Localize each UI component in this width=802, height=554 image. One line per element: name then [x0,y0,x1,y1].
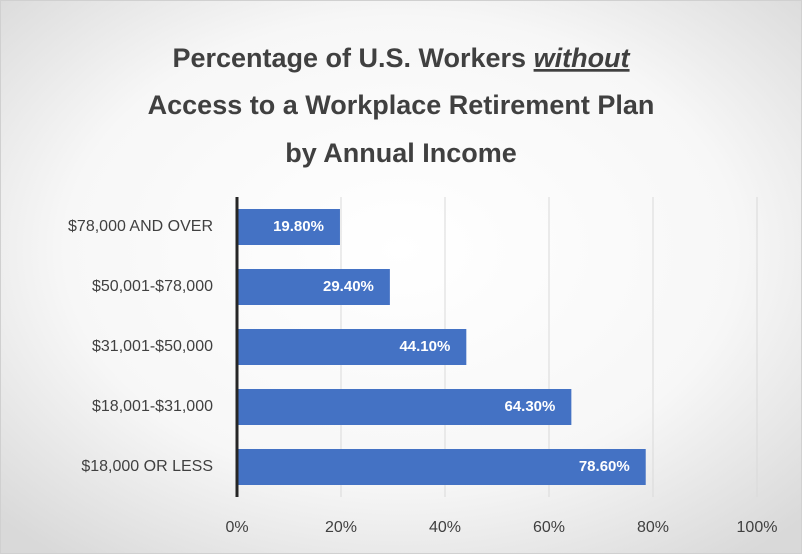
bar [237,209,340,245]
y-tick-label: $18,000 OR LESS [81,458,213,475]
x-tick-label: 80% [637,519,669,536]
y-tick-label: $78,000 AND OVER [68,218,213,235]
bar [237,269,390,305]
x-tick-label: 100% [737,519,778,536]
x-tick-label: 40% [429,519,461,536]
data-label: 78.60% [579,458,630,475]
chart-title: Percentage of U.S. Workers without [172,43,630,73]
chart-title: by Annual Income [285,138,517,168]
title-part: Percentage of U.S. Workers [172,43,526,73]
bar [237,389,572,425]
chart-title: Access to a Workplace Retirement Plan [148,90,655,120]
title-emphasis: without [534,43,631,73]
bar [237,329,467,365]
x-tick-label: 60% [533,519,565,536]
data-label: 64.30% [504,398,555,415]
y-tick-label: $31,001-$50,000 [92,338,213,355]
x-tick-label: 20% [325,519,357,536]
data-label: 19.80% [273,218,324,235]
y-tick-label: $50,001-$78,000 [92,278,213,295]
data-label: 29.40% [323,278,374,295]
x-tick-label: 0% [225,519,248,536]
data-label: 44.10% [399,338,450,355]
y-tick-label: $18,001-$31,000 [92,398,213,415]
bar [237,449,646,485]
